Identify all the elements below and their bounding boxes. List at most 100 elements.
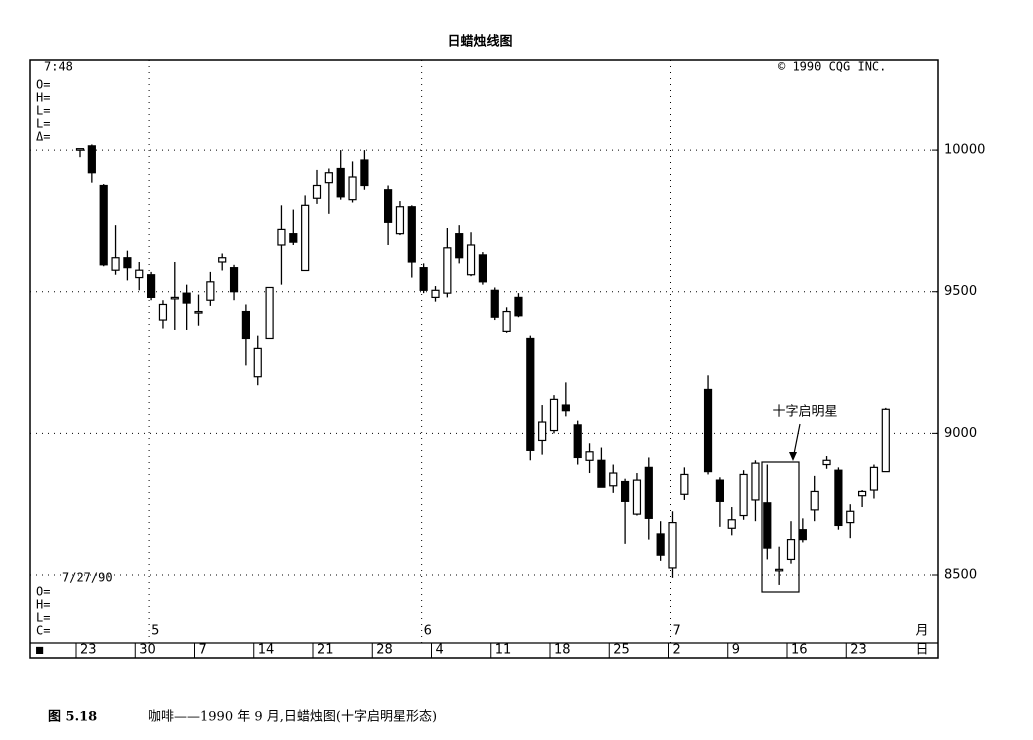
cursor-label: O=	[36, 585, 50, 599]
candle-body	[158, 303, 168, 321]
candle-body	[490, 289, 499, 318]
readout-label: O=	[36, 78, 50, 92]
candle-body	[538, 421, 547, 442]
x-tick-label: 21	[317, 643, 334, 658]
candle-body	[573, 424, 582, 459]
readout-label: H=	[36, 91, 50, 105]
candle-body	[620, 480, 630, 502]
candle-body	[466, 244, 476, 276]
candle-body	[265, 286, 274, 340]
arrow-head	[789, 452, 797, 461]
candle-body	[395, 206, 405, 235]
x-tick-label: 23	[850, 643, 867, 658]
candle-body	[360, 159, 369, 187]
candle-body	[703, 388, 713, 473]
candle-body	[111, 257, 120, 271]
candle-body	[147, 274, 156, 298]
x-tick-label: 28	[376, 643, 393, 658]
chart-title: 日蜡烛线图	[447, 34, 512, 50]
x-tick-label: 18	[554, 643, 571, 658]
candle-body	[656, 533, 665, 556]
candle-body	[798, 529, 807, 541]
x-tick-label: 11	[495, 643, 512, 658]
candle-body	[739, 473, 748, 517]
candle-body	[609, 472, 618, 487]
x-tick-label: 30	[139, 643, 156, 658]
candle-body	[597, 459, 606, 488]
candle-body	[277, 228, 286, 246]
candle-body	[301, 204, 310, 272]
month-label: 7	[673, 624, 681, 639]
highlight-box	[761, 461, 800, 593]
candle-body	[561, 404, 570, 412]
candle-body	[348, 176, 357, 201]
candle-body	[407, 206, 416, 263]
candle-body	[206, 281, 215, 301]
candle-body	[336, 167, 345, 198]
candle-body	[253, 347, 262, 378]
candle-body	[123, 257, 132, 269]
x-tick-label: 7	[199, 643, 207, 658]
candle-body	[218, 257, 227, 263]
candle-body	[810, 490, 819, 511]
y-tick-label: 9500	[944, 284, 977, 299]
candle-body	[75, 148, 85, 151]
candle-body	[170, 296, 179, 300]
x-tick-label: 23	[80, 643, 97, 658]
x-tick-label: 16	[791, 643, 808, 658]
candle-body	[644, 466, 653, 519]
candle-body	[182, 292, 191, 304]
candle-body	[443, 247, 452, 294]
candle-body	[478, 254, 487, 283]
candle-body	[289, 233, 298, 243]
x-tick-label: 14	[258, 643, 275, 658]
annotation: 十字启明星	[772, 405, 837, 420]
candle-body	[526, 337, 535, 451]
x-tick-label: 2	[673, 643, 681, 658]
candle-body	[431, 289, 440, 298]
candle-body	[194, 310, 203, 314]
candle-body	[324, 172, 333, 184]
candle-body	[775, 568, 784, 572]
candle-body	[834, 469, 843, 527]
cursor-label: H=	[36, 598, 50, 612]
cursor-date: 7/27/90	[62, 571, 113, 585]
time-label: 7:48	[44, 60, 73, 74]
month-label: 6	[424, 624, 432, 639]
caption-text: 咖啡——1990 年 9 月,日蜡烛图(十字启明星形态)	[148, 710, 437, 725]
candle-body	[87, 145, 96, 174]
corner-mark: ■	[36, 643, 44, 657]
candle-body	[751, 462, 760, 501]
candle-body	[632, 479, 642, 515]
readout-label: L=	[36, 104, 50, 118]
x-tick-label: 9	[732, 643, 740, 658]
y-tick-label: 9000	[944, 426, 977, 441]
x-tick-label: 25	[613, 643, 630, 658]
candle-body	[514, 296, 523, 317]
readout-label: Δ=	[36, 130, 50, 144]
cursor-label: L=	[36, 611, 50, 625]
month-unit: 月	[915, 624, 928, 639]
plot-frame	[29, 59, 939, 659]
candle-body	[846, 510, 855, 524]
candle-body	[786, 539, 796, 561]
candle-body	[680, 473, 689, 495]
month-label: 5	[151, 624, 159, 639]
cursor-label: C=	[36, 624, 50, 638]
candle-body	[585, 451, 594, 461]
candle-body	[763, 502, 772, 549]
candle-body	[881, 408, 890, 473]
y-tick-label: 10000	[944, 143, 985, 158]
candle-body	[229, 267, 239, 293]
candle-body	[727, 519, 736, 529]
readout-label: L=	[36, 117, 50, 131]
copyright: © 1990 CQG INC.	[778, 60, 886, 74]
candle-body	[869, 466, 879, 491]
candle-body	[549, 398, 559, 432]
candle-body	[384, 189, 393, 223]
day-unit: 日	[915, 643, 928, 658]
candle-body	[857, 490, 867, 497]
candle-body	[241, 310, 250, 340]
